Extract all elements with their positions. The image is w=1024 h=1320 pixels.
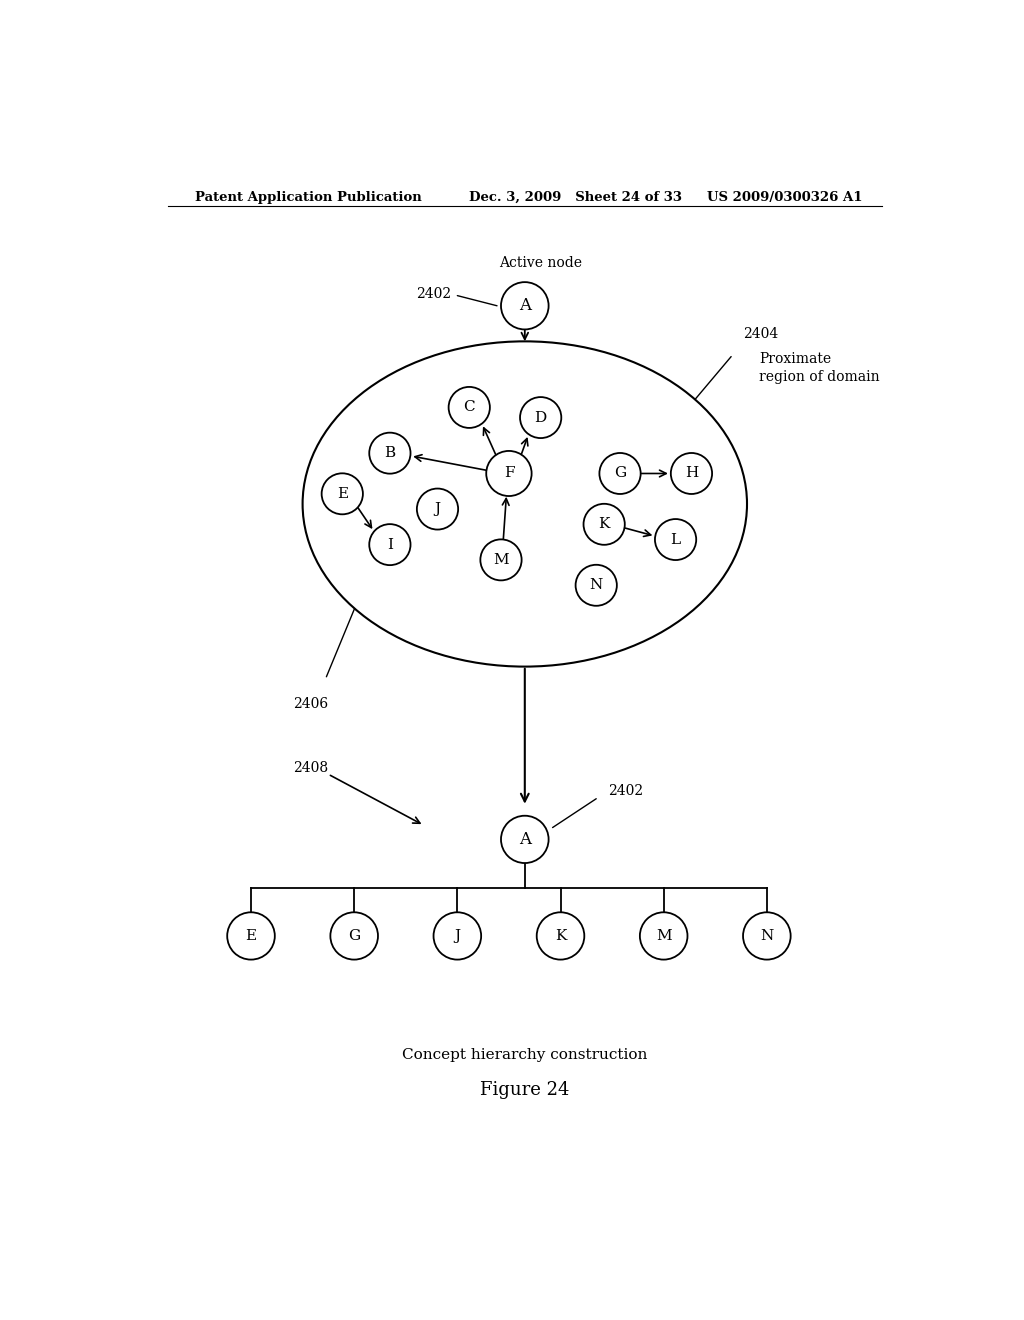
Text: Patent Application Publication: Patent Application Publication xyxy=(196,190,422,203)
Ellipse shape xyxy=(655,519,696,560)
Ellipse shape xyxy=(370,524,411,565)
Text: J: J xyxy=(434,502,440,516)
Text: E: E xyxy=(337,487,348,500)
Ellipse shape xyxy=(227,912,274,960)
Ellipse shape xyxy=(520,397,561,438)
Text: A: A xyxy=(519,830,530,847)
Text: H: H xyxy=(685,466,698,480)
Ellipse shape xyxy=(331,912,378,960)
Ellipse shape xyxy=(433,912,481,960)
Ellipse shape xyxy=(501,282,549,330)
Text: E: E xyxy=(246,929,257,942)
Ellipse shape xyxy=(449,387,489,428)
Text: 2402: 2402 xyxy=(416,286,452,301)
Text: N: N xyxy=(760,929,773,942)
Text: B: B xyxy=(384,446,395,461)
Ellipse shape xyxy=(599,453,641,494)
Text: Proximate
region of domain: Proximate region of domain xyxy=(759,351,880,384)
Text: Concept hierarchy construction: Concept hierarchy construction xyxy=(402,1048,647,1061)
Ellipse shape xyxy=(417,488,458,529)
Ellipse shape xyxy=(480,540,521,581)
Text: F: F xyxy=(504,466,514,480)
Ellipse shape xyxy=(640,912,687,960)
Ellipse shape xyxy=(537,912,585,960)
Text: J: J xyxy=(455,929,461,942)
Ellipse shape xyxy=(743,912,791,960)
Text: M: M xyxy=(655,929,672,942)
Text: D: D xyxy=(535,411,547,425)
Text: 2404: 2404 xyxy=(743,327,778,342)
Text: G: G xyxy=(348,929,360,942)
Text: 2402: 2402 xyxy=(608,784,643,797)
Text: Figure 24: Figure 24 xyxy=(480,1081,569,1100)
Text: C: C xyxy=(464,400,475,414)
Ellipse shape xyxy=(322,474,362,515)
Text: US 2009/0300326 A1: US 2009/0300326 A1 xyxy=(708,190,863,203)
Text: K: K xyxy=(598,517,610,532)
Text: 2406: 2406 xyxy=(293,697,328,711)
Text: Active node: Active node xyxy=(499,256,583,269)
Text: N: N xyxy=(590,578,603,593)
Ellipse shape xyxy=(575,565,616,606)
Ellipse shape xyxy=(370,433,411,474)
Ellipse shape xyxy=(584,504,625,545)
Ellipse shape xyxy=(501,816,549,863)
Text: I: I xyxy=(387,537,393,552)
Text: L: L xyxy=(671,532,681,546)
Text: 2408: 2408 xyxy=(293,762,328,775)
Ellipse shape xyxy=(486,451,531,496)
Text: G: G xyxy=(614,466,626,480)
Text: A: A xyxy=(519,297,530,314)
Text: Dec. 3, 2009   Sheet 24 of 33: Dec. 3, 2009 Sheet 24 of 33 xyxy=(469,190,682,203)
Text: M: M xyxy=(494,553,509,566)
Text: K: K xyxy=(555,929,566,942)
Ellipse shape xyxy=(671,453,712,494)
